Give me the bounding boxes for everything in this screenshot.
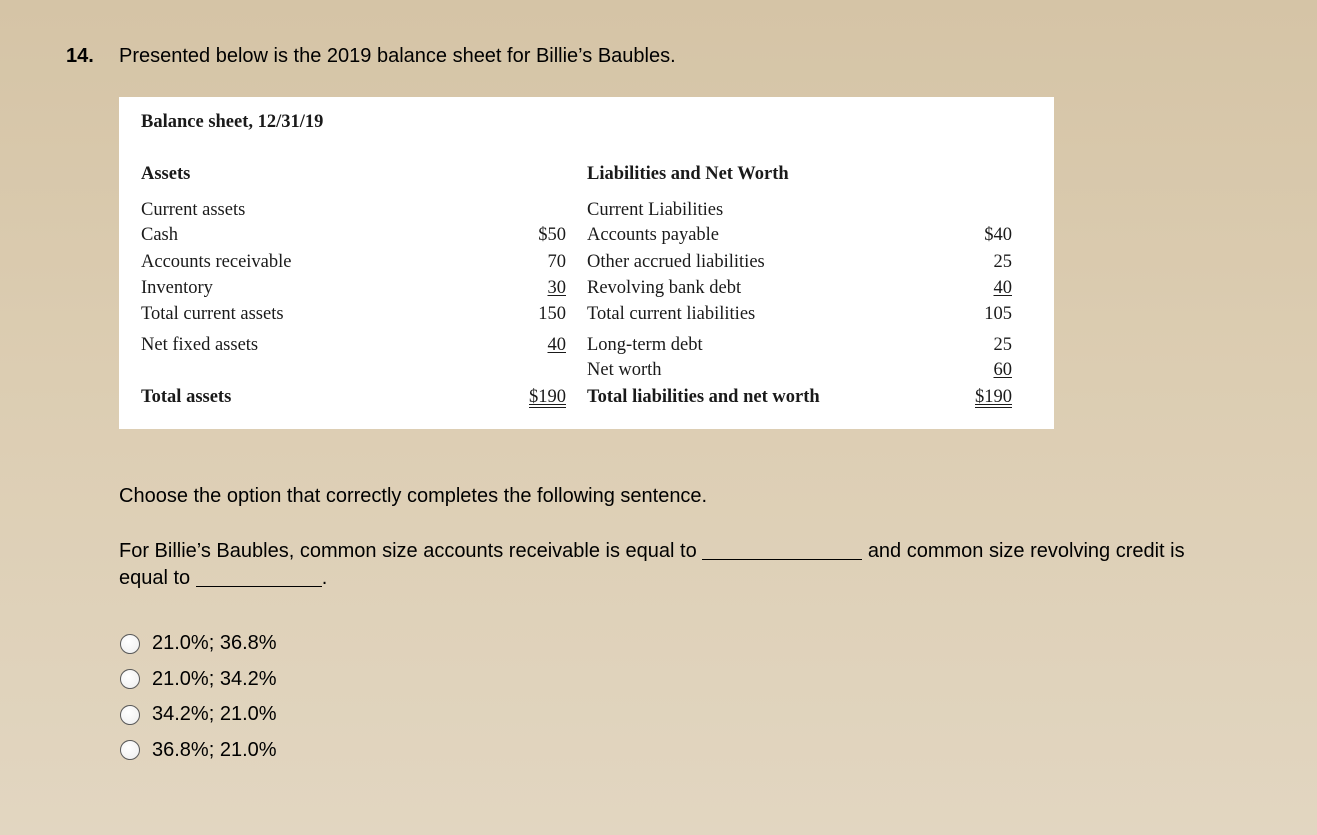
liability-label: Net worth — [587, 360, 662, 380]
radio-button-icon[interactable] — [120, 669, 140, 690]
asset-label: Inventory — [141, 278, 213, 298]
liability-value: 40 — [993, 278, 1013, 298]
answer-option-label: 21.0%; 36.8% — [152, 632, 277, 655]
radio-button-icon[interactable] — [120, 740, 140, 761]
sentence-part-3: . — [321, 567, 328, 589]
fill-in-sentence: For Billie’s Baubles, common size accoun… — [119, 538, 1229, 592]
radio-button-icon[interactable] — [120, 704, 140, 725]
answer-option-label: 21.0%; 34.2% — [152, 667, 277, 690]
instruction-text: Choose the option that correctly complet… — [119, 485, 708, 507]
answer-option[interactable]: 21.0%; 34.2% — [119, 662, 277, 698]
assets-heading: Assets — [141, 164, 191, 184]
asset-value: 30 — [547, 278, 567, 298]
liability-value: 25 — [993, 335, 1013, 355]
answer-option[interactable]: 21.0%; 36.8% — [119, 626, 277, 662]
sentence-part-1: For Billie’s Baubles, common size accoun… — [119, 540, 697, 562]
question-text: Presented below is the 2019 balance shee… — [119, 45, 676, 67]
total-assets-label: Total assets — [141, 387, 232, 407]
liability-value: 60 — [993, 360, 1013, 380]
liability-label: Long-term debt — [587, 335, 703, 355]
balance-sheet-image: Balance sheet, 12/31/19 Assets Liabiliti… — [119, 97, 1054, 429]
liability-label: Current Liabilities — [587, 200, 724, 220]
asset-value: 70 — [547, 252, 567, 272]
liability-value: $40 — [984, 225, 1012, 245]
answer-option[interactable]: 36.8%; 21.0% — [119, 733, 277, 769]
total-liabilities-value: $190 — [975, 387, 1012, 407]
answer-option[interactable]: 34.2%; 21.0% — [119, 697, 277, 733]
liability-label: Accounts payable — [587, 225, 720, 245]
asset-value: 40 — [547, 335, 567, 355]
answer-blank-1 — [702, 539, 863, 560]
liability-value: 25 — [993, 252, 1013, 272]
liabilities-heading: Liabilities and Net Worth — [587, 164, 789, 184]
total-liabilities-label: Total liabilities and net worth — [587, 387, 820, 407]
total-assets-value: $190 — [529, 387, 566, 407]
asset-label: Current assets — [141, 200, 246, 220]
liability-label: Revolving bank debt — [587, 278, 742, 298]
radio-button-icon[interactable] — [120, 633, 140, 654]
asset-label: Cash — [141, 225, 178, 245]
liability-label: Other accrued liabilities — [587, 252, 765, 272]
liability-label: Total current liabilities — [587, 304, 756, 324]
answer-options: 21.0%; 36.8% 21.0%; 34.2% 34.2%; 21.0% 3… — [119, 626, 277, 768]
asset-value: 150 — [538, 304, 566, 324]
asset-value: $50 — [538, 225, 566, 245]
asset-label: Net fixed assets — [141, 335, 259, 355]
question-number: 14. — [66, 45, 94, 67]
answer-option-label: 36.8%; 21.0% — [152, 738, 277, 761]
asset-label: Accounts receivable — [141, 252, 292, 272]
asset-label: Total current assets — [141, 304, 284, 324]
sentence-part-2: and common size revolving credit is equa… — [119, 540, 1185, 589]
liability-value: 105 — [984, 304, 1012, 324]
answer-option-label: 34.2%; 21.0% — [152, 703, 277, 726]
answer-blank-2 — [195, 566, 322, 587]
balance-sheet-title: Balance sheet, 12/31/19 — [141, 112, 324, 132]
